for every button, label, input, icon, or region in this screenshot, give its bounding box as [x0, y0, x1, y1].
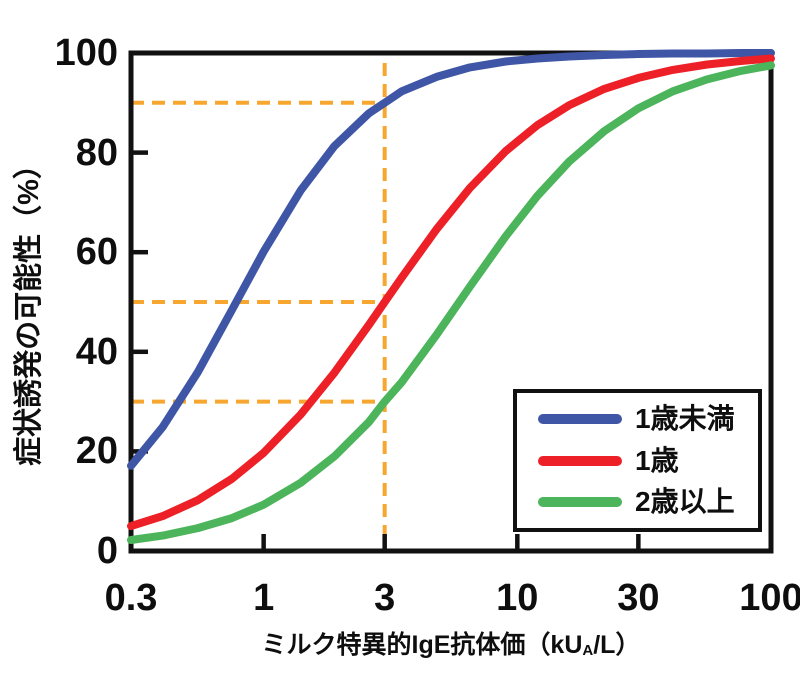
x-tick-label: 3 [374, 577, 396, 619]
x-axis-title-text: ミルク特異的IgE抗体価（kU [261, 631, 583, 659]
x-tick-label: 10 [496, 577, 539, 619]
series-curve [127, 54, 775, 531]
series-curve [127, 61, 775, 544]
series-curve [127, 49, 775, 470]
series-curves [127, 49, 775, 544]
legend-swatch-line [538, 455, 622, 466]
y-tick-label: 40 [75, 330, 118, 373]
y-tick-label: 0 [96, 530, 118, 572]
x-tick-label: 1 [253, 577, 275, 619]
y-tick-label: 100 [54, 32, 118, 74]
legend-swatch-line [538, 414, 622, 425]
legend-label: 1歳 [635, 444, 679, 476]
y-tick-label: 80 [75, 131, 118, 174]
legend-label: 2歳以上 [635, 485, 735, 517]
x-tick-label: 100 [739, 577, 800, 619]
plot-frame [128, 50, 774, 554]
x-axis-title-subscript: A [582, 642, 594, 659]
legend-swatch-line [538, 496, 622, 507]
y-tick-label: 20 [75, 430, 118, 473]
x-tick-label: 0.3 [104, 577, 158, 619]
y-tick-label: 60 [75, 231, 118, 274]
legend: 1歳未満 1歳 2歳以上 [513, 389, 762, 532]
axis-ticks [133, 150, 641, 549]
legend-item: 1歳未満 [517, 404, 758, 434]
y-axis-title: 症状誘発の可能性（%） [13, 150, 45, 466]
x-axis-title: ミルク特異的IgE抗体価（kUA/L） [131, 629, 771, 665]
x-axis-title-suffix: /L） [593, 631, 641, 659]
x-tick-label: 30 [617, 577, 660, 619]
legend-item: 2歳以上 [517, 485, 758, 517]
legend-label: 1歳未満 [635, 403, 735, 435]
reference-lines [131, 62, 387, 551]
legend-item: 1歳 [517, 444, 758, 476]
